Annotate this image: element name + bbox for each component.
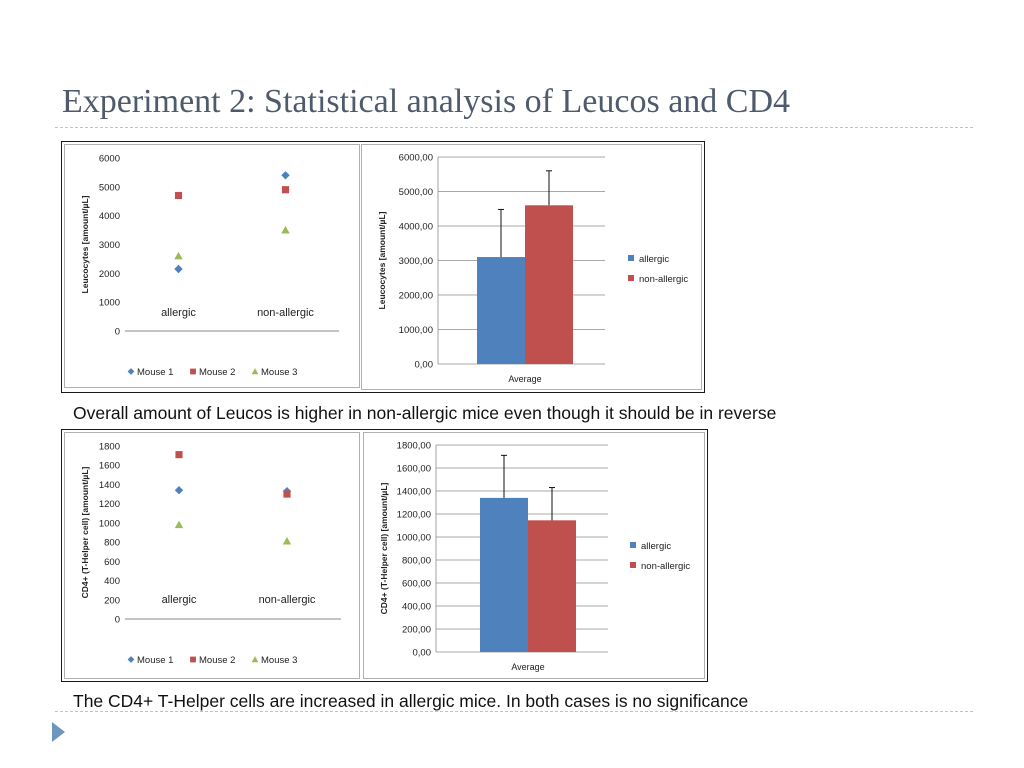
slide-title: Experiment 2: Statistical analysis of Le…	[62, 83, 791, 120]
category-label: non-allergic	[259, 594, 316, 606]
footer-divider	[55, 711, 973, 712]
cd4-figure: 0 200 400 600 800 1000 1200 1400 1600 1800 CD4+ (T…	[61, 429, 708, 682]
y-tick-label: 400,00	[402, 602, 431, 613]
legend-marker	[190, 656, 196, 663]
y-tick-label: 1000	[99, 518, 120, 529]
leuco-bar-chart: 0,00 1000,00 2000,00 3000,00 4000,00 5000,00 6…	[377, 153, 688, 385]
legend-swatch	[630, 562, 636, 568]
y-tick-label: 0,00	[415, 360, 434, 371]
legend-swatch	[628, 275, 634, 281]
legend-marker	[190, 368, 196, 375]
category-label: Average	[511, 662, 544, 672]
cd4-scatter-panel: 0 200 400 600 800 1000 1200 1400 1600 1800 CD4+ (T…	[64, 432, 360, 679]
y-tick-label: 600,00	[402, 579, 431, 590]
y-tick-label: 4000,00	[399, 222, 433, 233]
legend-marker	[251, 656, 259, 663]
legend-label: non-allergic	[639, 274, 688, 285]
legend-swatch	[628, 255, 634, 261]
data-point-mouse-3	[174, 520, 184, 529]
category-label: allergic	[161, 307, 196, 319]
legend-label: allergic	[639, 254, 669, 265]
legend-label: Mouse 2	[199, 655, 235, 666]
y-axis-title: CD4+ (T-Helper cell) [amount/µL]	[379, 482, 389, 614]
y-tick-label: 400	[104, 576, 120, 587]
y-tick-label: 3000,00	[399, 256, 433, 267]
cd4-scatter-chart: 0 200 400 600 800 1000 1200 1400 1600 1800 CD4+ (T…	[80, 442, 341, 666]
y-tick-label: 0	[115, 615, 120, 626]
bar-non-allergic	[525, 205, 573, 364]
y-tick-label: 1200	[99, 499, 120, 510]
y-tick-label: 1200,00	[397, 510, 431, 521]
title-divider	[55, 127, 973, 128]
legend-marker	[127, 656, 135, 663]
category-label: non-allergic	[257, 307, 314, 319]
y-tick-label: 2000	[99, 269, 120, 280]
leuco-scatter-panel: 0 1000 2000 3000 4000 5000 6000 Leucocytes [amo…	[64, 144, 360, 388]
cd4-bar-panel: 0,00 200,00 400,00 600,00 800,00 1000,00 1200,…	[363, 432, 705, 679]
legend-label: allergic	[641, 541, 671, 552]
y-tick-label: 1400	[99, 480, 120, 491]
y-tick-label: 6000,00	[399, 153, 433, 164]
y-tick-label: 1600,00	[397, 464, 431, 475]
legend-marker	[251, 368, 259, 375]
y-tick-label: 800,00	[402, 556, 431, 567]
legend-swatch	[630, 542, 636, 548]
data-point-mouse-3	[174, 251, 183, 260]
y-tick-label: 1800	[99, 442, 120, 453]
legend-label: non-allergic	[641, 561, 690, 572]
legend-marker	[127, 368, 135, 375]
leuco-figure: 0 1000 2000 3000 4000 5000 6000 Leucocytes [amo…	[61, 141, 705, 393]
y-axis-title: CD4+ (T-Helper cell) [amount/µL]	[80, 466, 90, 598]
legend-label: Mouse 1	[137, 367, 173, 378]
play-triangle-icon[interactable]	[52, 722, 65, 742]
y-tick-label: 200,00	[402, 625, 431, 636]
y-tick-label: 1600	[99, 461, 120, 472]
y-tick-label: 5000,00	[399, 187, 433, 198]
y-tick-label: 0,00	[413, 648, 432, 659]
data-point-mouse-3	[281, 225, 290, 234]
y-tick-label: 2000,00	[399, 291, 433, 302]
y-axis-title: Leucocytes [amount/µL]	[80, 195, 90, 293]
data-point-mouse-2	[175, 451, 183, 459]
legend-label: Mouse 2	[199, 367, 235, 378]
data-point-mouse-2	[283, 490, 291, 498]
leuco-scatter-chart: 0 1000 2000 3000 4000 5000 6000 Leucocytes [amo…	[80, 154, 339, 378]
category-label: Average	[508, 374, 541, 384]
y-tick-label: 1000	[99, 298, 120, 309]
data-point-mouse-2	[281, 186, 290, 194]
data-point-mouse-1	[174, 264, 183, 274]
cd4-bar-chart: 0,00 200,00 400,00 600,00 800,00 1000,00 1200,…	[379, 441, 690, 673]
y-tick-label: 1000,00	[397, 533, 431, 544]
caption-leucos: Overall amount of Leucos is higher in no…	[73, 403, 777, 423]
legend-label: Mouse 3	[261, 367, 297, 378]
y-tick-label: 200	[104, 595, 120, 606]
y-tick-label: 1800,00	[397, 441, 431, 452]
y-tick-label: 0	[115, 327, 120, 338]
y-tick-label: 4000	[99, 211, 120, 222]
y-tick-label: 1000,00	[399, 325, 433, 336]
y-tick-label: 6000	[99, 154, 120, 165]
y-tick-label: 600	[104, 557, 120, 568]
data-point-mouse-3	[282, 536, 292, 545]
y-tick-label: 5000	[99, 182, 120, 193]
category-label: allergic	[162, 594, 197, 606]
y-tick-label: 800	[104, 538, 120, 549]
data-point-mouse-1	[174, 486, 184, 495]
data-point-mouse-2	[174, 191, 183, 200]
bar-allergic	[477, 257, 525, 364]
caption-cd4: The CD4+ T-Helper cells are increased in…	[73, 691, 749, 711]
legend-label: Mouse 3	[261, 655, 297, 666]
data-point-mouse-1	[281, 171, 290, 180]
bar-allergic	[480, 497, 528, 652]
y-tick-label: 1400,00	[397, 487, 431, 498]
leuco-bar-panel: 0,00 1000,00 2000,00 3000,00 4000,00 5000,00 6…	[361, 144, 702, 390]
legend-label: Mouse 1	[137, 655, 173, 666]
y-tick-label: 3000	[99, 240, 120, 251]
bar-non-allergic	[528, 520, 576, 652]
y-axis-title: Leucocytes [amount/µL]	[377, 211, 387, 309]
